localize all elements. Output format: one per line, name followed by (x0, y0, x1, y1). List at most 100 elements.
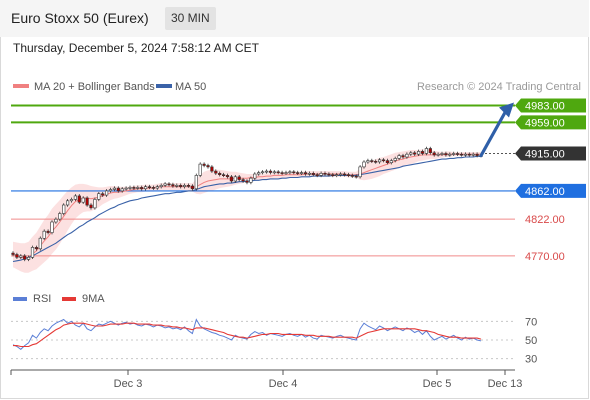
candle-body (432, 152, 436, 156)
candle-body (175, 185, 179, 187)
candle-body (311, 173, 315, 176)
candle-body (409, 152, 413, 155)
level-tag-4862.00 (515, 183, 586, 198)
candle-body (229, 176, 234, 182)
candle-body (132, 187, 136, 189)
candle-body (393, 158, 397, 161)
candle-body (144, 186, 148, 190)
legend-label-rsi-ma: 9MA (82, 293, 105, 305)
candle-body (338, 173, 343, 176)
legend-swatch-ma50 (156, 84, 172, 88)
candle-body (128, 187, 132, 189)
legend-label-ma50: MA 50 (175, 81, 206, 93)
level-label-4822.00: 4822.00 (525, 214, 565, 226)
candle-body (362, 161, 366, 168)
projection-arrow-shaft (479, 110, 507, 158)
candle-body (467, 153, 471, 156)
candle-body (358, 166, 362, 178)
candle-body (401, 155, 405, 158)
candle-body (335, 174, 339, 176)
candle-body (272, 171, 276, 174)
candle-body (124, 187, 128, 190)
candle-body (225, 175, 230, 178)
candle-body (159, 185, 163, 188)
candle-body (307, 173, 312, 175)
candle-body (268, 170, 273, 173)
candle-body (455, 153, 460, 155)
candle-body (452, 153, 456, 155)
candle-body (440, 153, 444, 155)
candle-body (171, 184, 175, 187)
candle-body (101, 193, 105, 196)
instrument-title: Euro Stoxx 50 (Eurex) (11, 10, 149, 26)
chart-header: Euro Stoxx 50 (Eurex) 30 MIN (0, 0, 589, 37)
rsi-tick-30: 30 (525, 354, 537, 366)
candle-body (198, 163, 202, 176)
candle-body (428, 148, 432, 153)
candle-body (179, 185, 183, 188)
level-label-4770.00: 4770.00 (525, 251, 565, 263)
candle-body (374, 161, 378, 163)
candle-body (19, 255, 23, 258)
candle-body (420, 151, 425, 154)
candle-body (210, 166, 214, 172)
candle-body (354, 175, 358, 178)
rsi-line (12, 318, 482, 350)
candle-body (370, 160, 374, 162)
candle-body (202, 163, 206, 166)
candle-body (190, 185, 195, 190)
candle-body (42, 230, 46, 239)
candle-body (299, 172, 304, 174)
candle-body (97, 193, 101, 200)
level-tag-4983.00 (515, 98, 586, 113)
candle-body (93, 199, 97, 209)
candle-body (350, 175, 354, 177)
x-tick-label-2: Dec 5 (423, 378, 452, 390)
level-label-4915.00: 4915.00 (525, 148, 565, 160)
candle-body (194, 175, 198, 190)
candle-body (327, 173, 331, 176)
candle-body (319, 173, 323, 176)
x-tick-label-1: Dec 4 (269, 378, 298, 390)
candle-body (105, 190, 109, 196)
candle-body (34, 247, 38, 250)
chart-credit: Research © 2024 Trading Central (417, 81, 581, 93)
candle-body (257, 172, 261, 175)
bollinger-band (13, 149, 481, 273)
candle-body (183, 185, 187, 188)
interval-badge[interactable]: 30 MIN (165, 7, 216, 30)
candle-body (381, 159, 386, 162)
candle-body (62, 204, 66, 214)
candle-body (366, 160, 370, 163)
candle-body (323, 173, 327, 175)
candle-body (377, 159, 382, 163)
candle-body (424, 148, 429, 154)
ma20-line (12, 153, 481, 259)
candle-body (112, 187, 116, 190)
candle-body (46, 230, 50, 233)
candle-body (50, 221, 54, 233)
candle-body (249, 177, 253, 183)
legend-swatch-bollinger (13, 84, 29, 88)
candle-body (237, 176, 241, 180)
level-tag-4915.00 (515, 146, 586, 161)
candle-body (444, 153, 448, 156)
candles (11, 146, 483, 262)
candle-body (331, 174, 335, 176)
candle-body (233, 176, 237, 182)
candle-body (241, 179, 245, 182)
candle-body (416, 151, 421, 155)
x-tick-label-0: Dec 3 (114, 378, 143, 390)
candle-body (245, 180, 249, 183)
candle-body (54, 218, 58, 223)
candle-body (385, 160, 390, 164)
candle-body (136, 187, 140, 189)
candle-body (214, 170, 218, 174)
candle-body (108, 189, 113, 192)
candle-body (264, 170, 269, 173)
candle-body (342, 173, 347, 176)
legend-swatch-rsi (13, 297, 27, 301)
candle-body (140, 187, 144, 190)
candle-body (448, 153, 452, 156)
